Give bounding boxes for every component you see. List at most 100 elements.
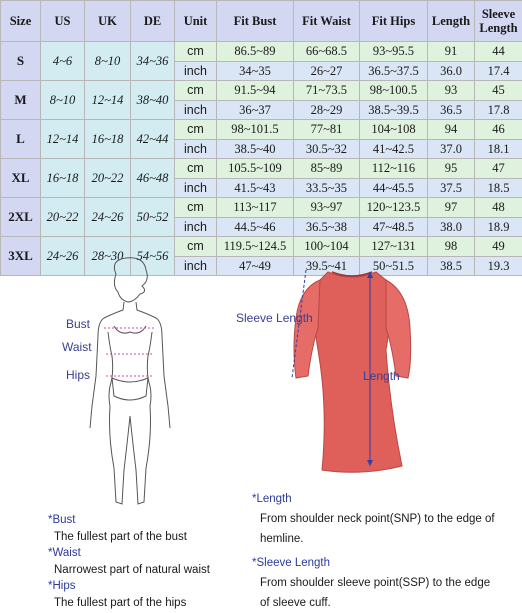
fit-hips-cell: 93~95.5 [360,42,428,62]
header-sleeve-length: Sleeve Length [475,1,522,42]
fit-waist-cell: 33.5~35 [294,178,360,198]
header-length: Length [428,1,475,42]
hips-note-text: The fullest part of the hips [48,595,186,612]
header-fit-hips: Fit Hips [360,1,428,42]
uk-cell: 16~18 [85,120,131,159]
us-cell: 16~18 [41,159,85,198]
size-cell: S [1,42,41,81]
de-cell: 50~52 [131,198,175,237]
fit-waist-cell: 30.5~32 [294,139,360,159]
bust-label: Bust [66,317,90,331]
fit-waist-cell: 36.5~38 [294,217,360,237]
us-cell: 4~6 [41,42,85,81]
length-cell: 37.0 [428,139,475,159]
length-cell: 91 [428,42,475,62]
sleeve-length-cell: 18.1 [475,139,522,159]
unit-cell: inch [175,139,217,159]
waist-label: Waist [62,340,92,354]
waist-note-text: Narrowest part of natural waist [48,562,210,579]
sleeve-length-note-line1: From shoulder sleeve point(SSP) to the e… [252,573,490,593]
fit-hips-cell: 104~108 [360,120,428,140]
size-cell: XL [1,159,41,198]
hips-note: *Hips The fullest part of the hips [48,578,186,612]
size-cell: 3XL [1,237,41,276]
length-note-line1: From shoulder neck point(SNP) to the edg… [252,509,495,529]
length-note: *Length From shoulder neck point(SNP) to… [252,489,495,549]
unit-cell: inch [175,100,217,120]
header-unit: Unit [175,1,217,42]
length-cell: 37.5 [428,178,475,198]
fit-bust-cell: 38.5~40 [217,139,294,159]
fit-bust-cell: 113~117 [217,198,294,218]
header-fit-waist: Fit Waist [294,1,360,42]
unit-cell: cm [175,198,217,218]
fit-bust-cell: 36~37 [217,100,294,120]
fit-bust-cell: 119.5~124.5 [217,237,294,257]
fit-bust-cell: 41.5~43 [217,178,294,198]
fit-hips-cell: 44~45.5 [360,178,428,198]
waist-note: *Waist Narrowest part of natural waist [48,545,210,579]
fit-bust-cell: 98~101.5 [217,120,294,140]
left-sleeve [294,280,320,378]
uk-cell: 24~26 [85,198,131,237]
fit-waist-cell: 77~81 [294,120,360,140]
uk-cell: 8~10 [85,42,131,81]
fit-bust-cell: 34~35 [217,61,294,81]
sleeve-length-note-title: *Sleeve Length [252,553,490,573]
header-fit-bust: Fit Bust [217,1,294,42]
fit-hips-cell: 38.5~39.5 [360,100,428,120]
fit-hips-cell: 41~42.5 [360,139,428,159]
fit-waist-cell: 66~68.5 [294,42,360,62]
fit-waist-cell: 85~89 [294,159,360,179]
table-header-row: Size US UK DE Unit Fit Bust Fit Waist Fi… [1,1,522,42]
hips-label: Hips [66,368,90,382]
fit-waist-cell: 93~97 [294,198,360,218]
us-cell: 20~22 [41,198,85,237]
length-cell: 94 [428,120,475,140]
body-measurement-figure [86,256,176,510]
unit-cell: cm [175,237,217,257]
us-cell: 24~26 [41,237,85,276]
fit-hips-cell: 112~116 [360,159,428,179]
sleeve-length-cell: 45 [475,81,522,101]
length-cell: 98 [428,237,475,257]
us-cell: 8~10 [41,81,85,120]
right-sleeve [386,280,411,378]
uk-cell: 20~22 [85,159,131,198]
length-cell: 38.0 [428,217,475,237]
bust-note-title: *Bust [48,512,187,529]
size-chart-table: Size US UK DE Unit Fit Bust Fit Waist Fi… [0,0,522,276]
unit-cell: cm [175,120,217,140]
uk-cell: 12~14 [85,81,131,120]
fit-hips-cell: 120~123.5 [360,198,428,218]
length-cell: 36.0 [428,61,475,81]
dress-figure [282,258,442,480]
fit-hips-cell: 36.5~37.5 [360,61,428,81]
fit-hips-cell: 127~131 [360,237,428,257]
header-uk: UK [85,1,131,42]
fit-bust-cell: 105.5~109 [217,159,294,179]
bust-note: *Bust The fullest part of the bust [48,512,187,546]
de-cell: 46~48 [131,159,175,198]
de-cell: 38~40 [131,81,175,120]
sleeve-length-label: Sleeve Length [236,311,313,325]
fit-hips-cell: 47~48.5 [360,217,428,237]
size-cell: M [1,81,41,120]
unit-cell: inch [175,61,217,81]
unit-cell: inch [175,178,217,198]
bust-note-text: The fullest part of the bust [48,529,187,546]
length-note-title: *Length [252,489,495,509]
fit-waist-cell: 100~104 [294,237,360,257]
sleeve-length-cell: 19.3 [475,256,522,276]
sleeve-length-cell: 17.4 [475,61,522,81]
fit-bust-cell: 91.5~94 [217,81,294,101]
sleeve-length-cell: 46 [475,120,522,140]
de-cell: 42~44 [131,120,175,159]
length-cell: 97 [428,198,475,218]
sleeve-length-cell: 17.8 [475,100,522,120]
